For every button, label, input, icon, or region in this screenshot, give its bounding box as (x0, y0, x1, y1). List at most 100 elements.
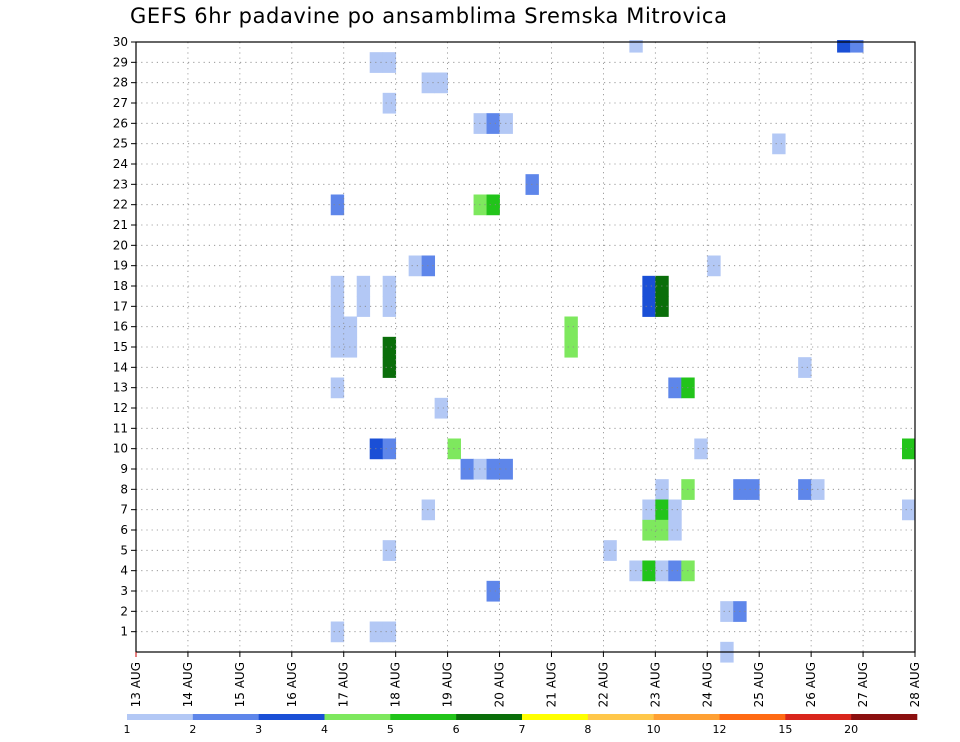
colorbar-label: 5 (387, 723, 394, 736)
heatmap-cell (460, 458, 474, 480)
x-tick-label: 18 AUG (389, 662, 403, 707)
colorbar-label: 20 (844, 723, 858, 736)
x-tick-label: 23 AUG (648, 662, 662, 707)
heatmap-cell (434, 397, 448, 419)
heatmap-cell (330, 194, 345, 216)
y-tick-label: 20 (113, 238, 128, 252)
y-tick-label: 22 (113, 198, 128, 212)
y-tick-label: 23 (113, 177, 128, 191)
heatmap-cell (382, 438, 397, 460)
heatmap-cell (746, 479, 760, 500)
x-tick-label: 27 AUG (856, 662, 870, 707)
heatmap-cell (902, 438, 916, 460)
colorbar-swatch (587, 714, 654, 720)
y-tick-label: 6 (120, 523, 128, 537)
heatmap-cell (408, 255, 423, 277)
heatmap-cell (902, 499, 916, 521)
plot-frame (135, 41, 916, 653)
heatmap-cell (330, 621, 345, 643)
y-tick-label: 17 (113, 299, 128, 313)
heatmap-cell (382, 52, 397, 73)
x-tick-label: 20 AUG (493, 662, 507, 707)
y-tick-label: 11 (113, 421, 128, 435)
heatmap-cell (642, 519, 656, 541)
heatmap-cell (330, 316, 345, 338)
heatmap-cell (486, 458, 500, 480)
colorbar-swatch (390, 714, 457, 720)
y-tick-label: 26 (113, 116, 128, 130)
y-tick-label: 12 (113, 401, 128, 415)
heatmap-cells (330, 40, 916, 663)
heatmap-cell (330, 377, 345, 399)
heatmap-cell (343, 336, 358, 358)
grid-lines (136, 42, 915, 652)
colorbar-swatch (719, 714, 786, 720)
heatmap-cell (382, 357, 397, 378)
heatmap-cell (356, 296, 371, 317)
heatmap-cell (564, 316, 578, 338)
heatmap-cell (486, 113, 500, 134)
colorbar-swatch (851, 714, 918, 720)
y-tick-label: 15 (113, 340, 128, 354)
y-tick-label: 16 (113, 320, 128, 334)
heatmap-cell (629, 40, 643, 53)
y-tick-label: 1 (120, 625, 128, 639)
y-tick-label: 14 (113, 360, 128, 374)
heatmap-cell (330, 336, 345, 358)
x-tick-label: 24 AUG (700, 662, 714, 707)
y-tick-label: 5 (120, 543, 128, 557)
y-tick-label: 4 (120, 564, 128, 578)
heatmap-cell (382, 540, 397, 561)
colorbar-label: 7 (519, 723, 526, 736)
y-tick-label: 25 (113, 137, 128, 151)
heatmap-cell (642, 275, 656, 297)
y-tick-label: 21 (113, 218, 128, 232)
heatmap-cell (382, 92, 397, 114)
colorbar-swatch (522, 714, 589, 720)
y-tick-label: 13 (113, 381, 128, 395)
heatmap-cell (434, 72, 448, 94)
x-tick-label: 19 AUG (441, 662, 455, 707)
y-tick-label: 28 (113, 76, 128, 90)
heatmap-cell (668, 377, 682, 399)
y-tick-label: 10 (113, 442, 128, 456)
heatmap-cell (330, 275, 345, 297)
x-tick-label: 22 AUG (596, 662, 610, 707)
x-tick-label: 15 AUG (233, 662, 247, 707)
heatmap-cell (642, 499, 656, 521)
x-tick-label: 26 AUG (804, 662, 818, 707)
colorbar-swatch (127, 714, 194, 720)
y-tick-label: 18 (113, 279, 128, 293)
y-tick-label: 19 (113, 259, 128, 273)
heatmap-cell (668, 519, 682, 541)
heatmap-cell (486, 194, 500, 216)
heatmap-cell (382, 296, 397, 317)
colorbar-label: 2 (189, 723, 196, 736)
heatmap-cell (798, 357, 812, 378)
heatmap-cell (382, 621, 397, 643)
y-tick-label: 7 (120, 503, 128, 517)
heatmap-cell (343, 316, 358, 338)
colorbar-label: 12 (713, 723, 727, 736)
x-tick-label: 17 AUG (337, 662, 351, 707)
heatmap-cell (382, 336, 397, 358)
heatmap-cell (356, 275, 371, 297)
x-tick-label: 28 AUG (908, 662, 922, 707)
heatmap-cell (564, 336, 578, 358)
x-tick-label: 16 AUG (285, 662, 299, 707)
x-tick-label: 14 AUG (181, 662, 195, 707)
heatmap-cell (382, 275, 397, 297)
colorbar-label: 10 (647, 723, 661, 736)
colorbar-label: 6 (453, 723, 460, 736)
colorbar-swatch (258, 714, 325, 720)
y-tick-label: 29 (113, 55, 128, 69)
heatmap-cell (850, 40, 864, 53)
y-tick-label: 30 (113, 35, 128, 49)
axes: 1234567891011121314151617181920212223242… (113, 35, 922, 707)
colorbar-swatch (192, 714, 259, 720)
colorbar-label: 4 (321, 723, 328, 736)
heatmap-cell (668, 560, 682, 582)
heatmap-cell (668, 499, 682, 521)
colorbar-swatch (456, 714, 523, 720)
